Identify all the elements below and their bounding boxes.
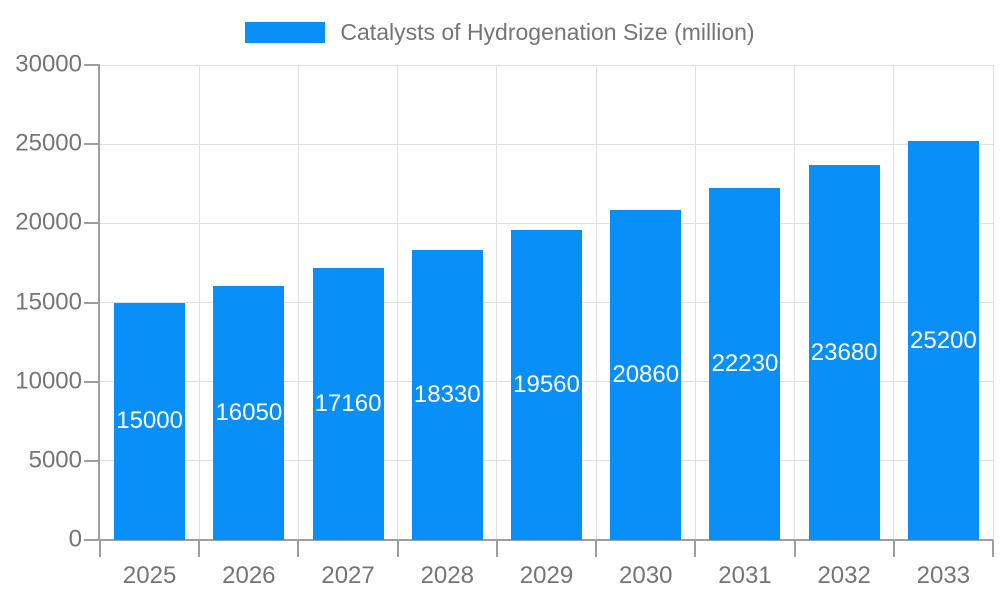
x-gridline	[595, 65, 597, 540]
y-axis-tick-label: 30000	[15, 50, 82, 78]
y-axis-tick-label: 25000	[15, 129, 82, 157]
x-axis-line	[98, 539, 993, 541]
x-axis-tick-label: 2026	[222, 562, 276, 589]
x-axis-tick-label: 2025	[122, 562, 177, 589]
x-axis-tick	[992, 540, 994, 557]
legend-label[interactable]: Catalysts of Hydrogenation Size (million…	[340, 19, 755, 45]
bar-2030[interactable]	[610, 209, 682, 540]
y-axis-tick	[84, 459, 100, 462]
x-axis-tick	[99, 540, 101, 557]
bar-2026[interactable]	[213, 285, 285, 540]
y-gridline	[100, 143, 993, 145]
y-axis-tick	[84, 143, 100, 146]
x-gridline	[893, 65, 895, 540]
y-axis-tick-label: 20000	[15, 208, 82, 236]
x-axis-tick-label: 2028	[420, 562, 474, 589]
bar-2031[interactable]	[709, 188, 781, 540]
x-gridline	[297, 65, 299, 540]
x-axis-tick-label: 2029	[519, 562, 574, 589]
bar-2032[interactable]	[808, 165, 880, 540]
y-axis-tick	[84, 380, 100, 383]
bar-2033[interactable]	[907, 141, 979, 540]
x-gridline	[992, 65, 994, 540]
x-axis-tick	[595, 540, 598, 557]
x-axis-tick	[892, 540, 895, 557]
x-axis-tick	[694, 540, 697, 557]
y-gridline	[100, 222, 993, 224]
x-axis-tick	[793, 540, 796, 557]
y-axis-tick-label: 0	[68, 525, 82, 553]
x-axis-tick-label: 2030	[619, 562, 673, 589]
x-axis-tick-label: 2031	[718, 562, 772, 589]
x-gridline	[496, 65, 498, 540]
x-axis-tick	[297, 540, 300, 557]
bar-2025[interactable]	[114, 302, 186, 540]
y-axis-tick	[84, 222, 100, 225]
chart-legend[interactable]: Catalysts of Hydrogenation Size (million…	[0, 18, 1000, 46]
bar-2028[interactable]	[411, 249, 483, 540]
y-axis-tick-label: 5000	[28, 446, 82, 474]
y-axis-tick	[84, 301, 100, 304]
x-axis-tick	[198, 540, 201, 557]
x-axis-tick	[495, 540, 498, 557]
x-gridline	[397, 65, 399, 540]
y-axis-tick-label: 10000	[15, 367, 82, 395]
x-axis-tick-label: 2033	[916, 562, 971, 589]
y-axis-tick	[84, 539, 100, 541]
x-axis-tick	[396, 540, 399, 557]
x-gridline	[794, 65, 796, 540]
y-axis-tick-label: 15000	[15, 287, 82, 315]
x-gridline	[198, 65, 200, 540]
bar-2027[interactable]	[312, 268, 384, 540]
y-axis-line	[98, 65, 100, 540]
legend-swatch-icon[interactable]	[245, 21, 326, 43]
y-gridline	[100, 64, 993, 66]
bar-2029[interactable]	[511, 230, 582, 540]
x-axis-tick-label: 2032	[817, 562, 871, 589]
x-gridline	[694, 65, 696, 540]
y-axis-tick	[84, 64, 100, 66]
x-axis-tick-label: 2027	[321, 562, 375, 589]
